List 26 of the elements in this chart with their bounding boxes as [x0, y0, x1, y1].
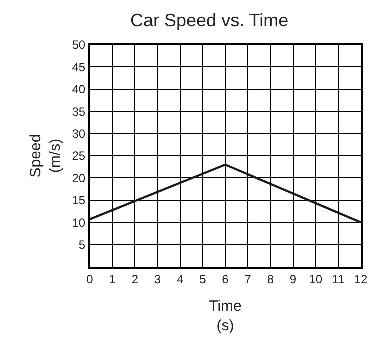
x-tick-label: 2	[132, 272, 139, 286]
x-tick-label: 4	[176, 272, 184, 286]
x-tick-label: 11	[332, 272, 345, 286]
x-tick-label: 9	[290, 272, 297, 286]
x-tick-label: 12	[354, 272, 368, 286]
x-tick-label: 1	[109, 272, 116, 286]
y-tick-label: 30	[72, 127, 86, 141]
y-axis-title: Speed (m/s)	[27, 134, 64, 178]
y-tick-label: 50	[72, 38, 86, 52]
y-tick-label: 35	[72, 104, 86, 119]
y-tick-label: 25	[72, 149, 86, 164]
x-axis-title: Time (s)	[209, 298, 242, 334]
y-tick-label: 45	[72, 60, 86, 74]
x-tick-label: 5	[200, 272, 207, 286]
y-tick-label: 10	[72, 216, 86, 230]
x-tick-label: 7	[244, 272, 252, 286]
x-tick-label: 6	[222, 272, 230, 286]
x-tick-label: 8	[267, 272, 274, 286]
y-tick-label: 20	[72, 171, 86, 186]
x-tick-label: 10	[309, 272, 323, 286]
y-tick-label: 15	[72, 194, 86, 208]
y-tick-label: 5	[78, 238, 86, 252]
x-tick-label: 3	[154, 272, 162, 286]
x-tick-label: 0	[86, 272, 94, 286]
y-tick-label: 40	[72, 82, 86, 97]
chart-title: Car Speed vs. Time	[130, 10, 289, 30]
